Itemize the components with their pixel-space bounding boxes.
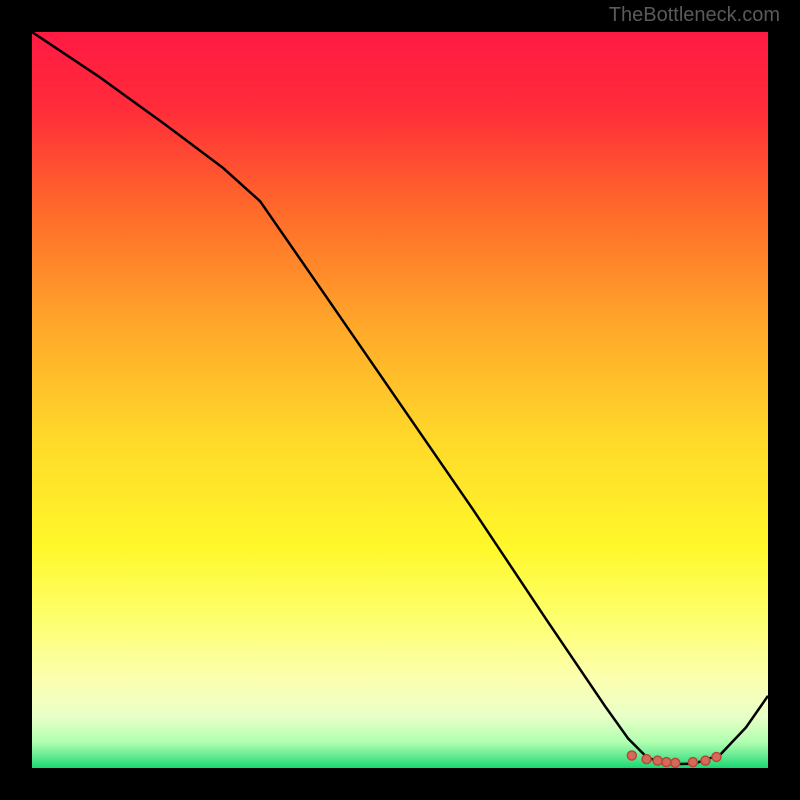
data-marker <box>662 758 671 767</box>
watermark-text: TheBottleneck.com <box>609 4 780 27</box>
data-marker <box>671 758 680 767</box>
data-marker <box>653 756 662 765</box>
data-marker <box>688 758 697 767</box>
chart-svg <box>32 32 768 768</box>
data-marker <box>627 751 636 760</box>
data-marker <box>642 755 651 764</box>
bottleneck-chart <box>32 32 768 768</box>
data-marker <box>712 752 721 761</box>
data-marker <box>701 756 710 765</box>
chart-background <box>32 32 768 768</box>
